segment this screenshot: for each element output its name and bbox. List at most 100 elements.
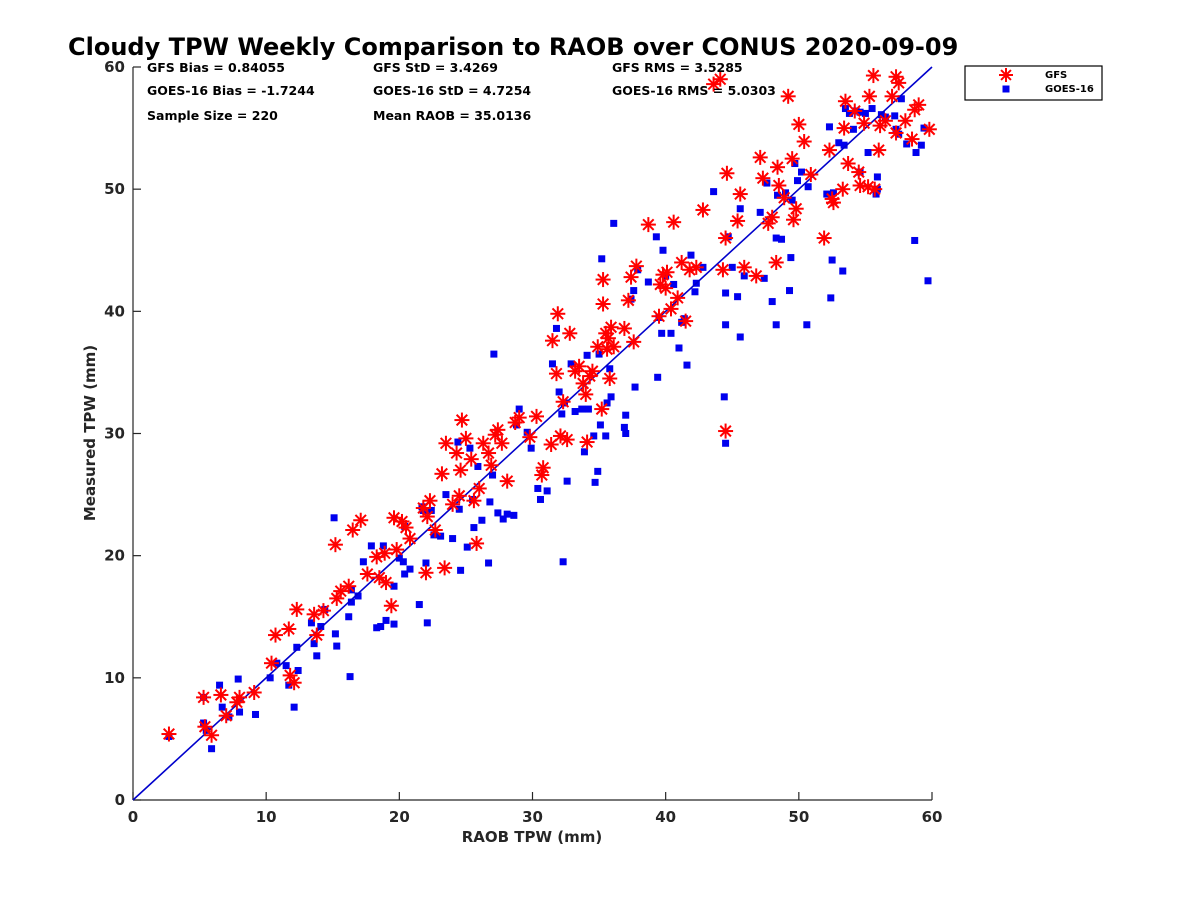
x-axis-label: RAOB TPW (mm) [462, 828, 603, 846]
goes16-point [333, 642, 341, 650]
x-tick-label: 30 [522, 808, 543, 826]
goes16-point [828, 256, 836, 264]
goes16-point [310, 640, 318, 648]
goes16-point [678, 318, 686, 326]
goes16-point [825, 123, 833, 131]
goes16-point [911, 236, 919, 244]
goes16-point [523, 428, 531, 436]
goes16-point [606, 365, 614, 373]
gfs-point [402, 531, 418, 547]
gfs-point [877, 113, 893, 129]
goes16-point [463, 543, 471, 551]
goes16-point [861, 109, 869, 117]
goes16-point [658, 329, 666, 337]
x-tick-label: 0 [128, 808, 138, 826]
gfs-point [263, 655, 279, 671]
goes16-point [670, 280, 678, 288]
gfs-point [666, 214, 682, 230]
goes16-point [208, 745, 216, 753]
gfs-point [197, 719, 213, 735]
gfs-point [481, 445, 497, 461]
gfs-point [434, 466, 450, 482]
gfs-point [438, 435, 454, 451]
goes16-point [252, 710, 260, 718]
gfs-point [286, 675, 302, 691]
goes16-point [307, 619, 315, 627]
goes16-point [728, 263, 736, 271]
chart-title: Cloudy TPW Weekly Comparison to RAOB ove… [68, 33, 958, 61]
gfs-point [451, 488, 467, 504]
goes16-point [466, 444, 474, 452]
goes16-point [917, 141, 925, 149]
goes16-point [627, 295, 635, 303]
gfs-point [764, 209, 780, 225]
goes16-point [634, 266, 642, 274]
goes16-point [290, 703, 298, 711]
stats-annotations: GFS Bias = 0.84055 GFS StD = 3.4269 GFS … [147, 60, 776, 123]
goes16-point [864, 149, 872, 157]
goes16-point [457, 566, 465, 574]
gfs-point [213, 687, 229, 703]
gfs-point [871, 142, 887, 158]
goes16-point [620, 423, 628, 431]
gfs-point [861, 88, 877, 104]
gfs-point [748, 268, 764, 284]
goes16-point [294, 667, 302, 675]
gfs-point [837, 93, 853, 109]
gfs-point [196, 689, 212, 705]
goes16-point [603, 399, 611, 407]
goes16-point [563, 477, 571, 485]
gfs-point [658, 280, 674, 296]
goes16-point [510, 511, 518, 519]
stat-gfs-bias: GFS Bias = 0.84055 [147, 60, 285, 75]
legend-label-gfs: GFS [1045, 70, 1067, 81]
goes16-point [598, 255, 606, 263]
gfs-point [816, 230, 832, 246]
goes16-point [442, 491, 450, 499]
goes16-point [595, 350, 603, 358]
goes16-point [736, 205, 744, 213]
gfs-point [333, 583, 349, 599]
legend-label-goes: GOES-16 [1045, 84, 1094, 95]
goes16-point [720, 393, 728, 401]
goes16-point [873, 173, 881, 181]
data-points [132, 66, 937, 801]
goes16-point [644, 278, 652, 286]
gfs-point [628, 258, 644, 274]
goes16-point [722, 439, 730, 447]
goes16-point [662, 272, 670, 280]
goes16-point [675, 344, 683, 352]
goes16-point [849, 125, 857, 133]
gfs-point [851, 164, 867, 180]
goes16-point [839, 267, 847, 275]
gfs-point [888, 125, 904, 141]
goes16-point [377, 623, 385, 631]
gfs-point [218, 708, 234, 724]
y-tick-label: 0 [115, 791, 125, 809]
goes16-point [401, 570, 409, 578]
stat-sample-size: Sample Size = 220 [147, 108, 278, 123]
goes16-point [835, 139, 843, 147]
goes16-point [559, 558, 567, 566]
gfs-point [550, 306, 566, 322]
gfs-point [555, 394, 571, 410]
gfs-point [712, 71, 728, 87]
x-tick-label: 40 [655, 808, 676, 826]
gfs-point [389, 542, 405, 558]
goes16-point [772, 234, 780, 242]
gfs-point [353, 512, 369, 528]
gfs-point [663, 301, 679, 317]
gfs-point [921, 121, 937, 137]
goes16-point [454, 438, 462, 446]
gfs-point [821, 142, 837, 158]
gfs-point [571, 358, 587, 374]
goes16-point [736, 333, 744, 341]
goes16-point [285, 681, 293, 689]
goes16-point [399, 558, 407, 566]
goes16-point [347, 598, 355, 606]
gfs-point [623, 269, 639, 285]
y-tick-label: 30 [104, 425, 125, 443]
gfs-point [419, 509, 435, 525]
goes16-point [379, 542, 387, 550]
gfs-point [161, 726, 177, 742]
